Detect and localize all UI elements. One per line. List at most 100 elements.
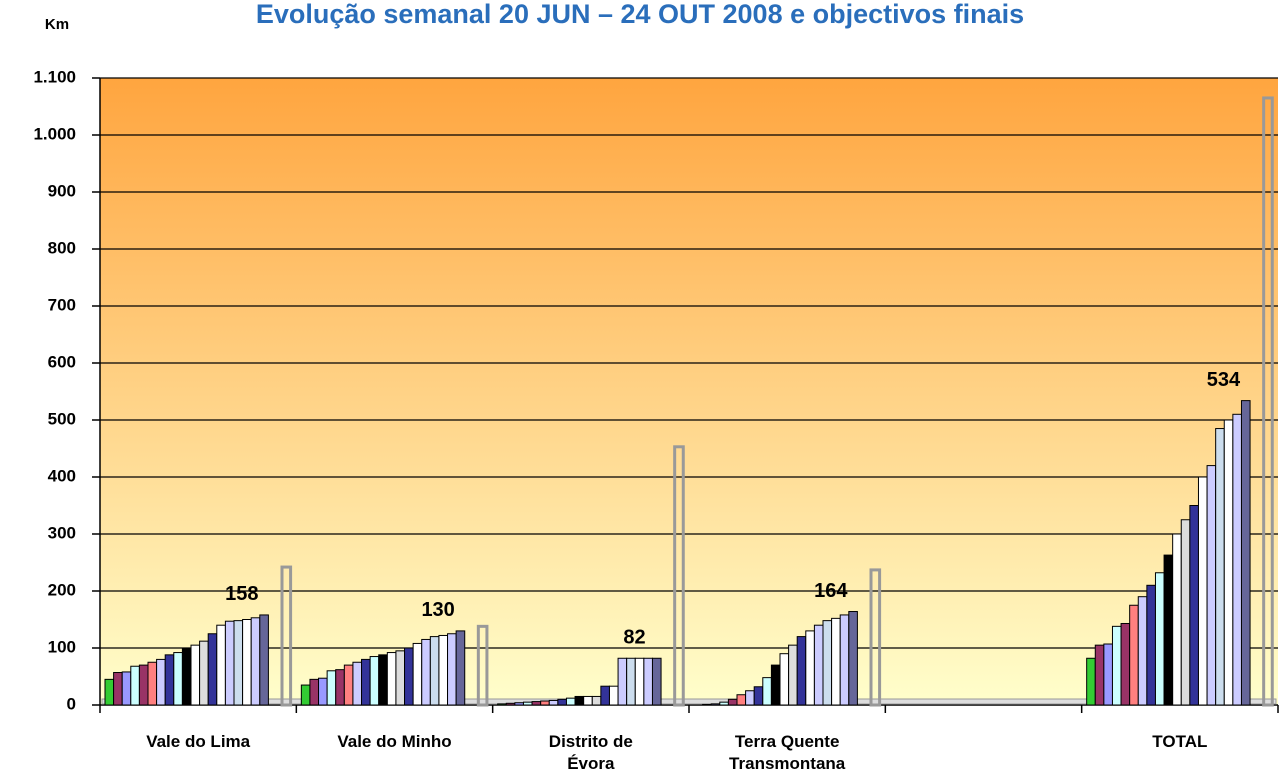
- bar: [250, 617, 261, 706]
- bar: [130, 665, 140, 706]
- bar: [343, 664, 354, 706]
- bar: [565, 697, 576, 706]
- bar: [600, 685, 610, 706]
- y-tick-label: 200: [48, 580, 76, 599]
- bar: [497, 703, 507, 706]
- bar: [181, 647, 192, 706]
- bar: [736, 694, 747, 706]
- bar: [207, 633, 218, 706]
- bar: [839, 614, 850, 706]
- bar: [651, 657, 662, 706]
- bar: [335, 669, 345, 706]
- x-tick-label: Terra Quente Transmontana: [729, 732, 846, 773]
- bar: [1232, 413, 1242, 706]
- bar: [1094, 644, 1105, 706]
- bar: [352, 661, 363, 706]
- bar: [540, 700, 550, 706]
- bar: [557, 698, 567, 706]
- bar: [1197, 476, 1208, 706]
- chart-title: Evolução semanal 20 JUN – 24 OUT 2008 e …: [256, 0, 1024, 29]
- bar: [1103, 643, 1113, 706]
- y-tick-label: 0: [67, 694, 76, 713]
- bar: [1240, 400, 1251, 706]
- bar: [617, 657, 628, 706]
- bar: [233, 620, 244, 706]
- bar: [1129, 604, 1139, 706]
- bar: [429, 636, 440, 706]
- y-tick-label: 700: [48, 295, 76, 314]
- bar: [309, 678, 320, 706]
- bar: [1215, 428, 1225, 706]
- x-tick-label: Distrito de Évora: [548, 732, 633, 773]
- bar: [643, 657, 653, 706]
- bar: [531, 701, 542, 706]
- data-label: 164: [814, 580, 848, 602]
- bar: [199, 640, 209, 706]
- bar: [147, 661, 158, 706]
- bar: [113, 672, 123, 706]
- bar: [710, 703, 721, 706]
- bar: [1189, 505, 1199, 706]
- bar: [1163, 554, 1174, 706]
- bar: [1111, 625, 1122, 706]
- bar: [1137, 596, 1148, 706]
- bar: [378, 654, 388, 706]
- bar: [548, 699, 559, 706]
- bar: [591, 695, 602, 706]
- bar: [831, 617, 841, 706]
- bar: [173, 652, 183, 706]
- bar: [634, 657, 645, 706]
- bar: [770, 664, 781, 706]
- bar: [727, 698, 738, 706]
- bar: [369, 656, 380, 706]
- bar: [447, 633, 457, 706]
- bar: [224, 620, 235, 706]
- bar: [386, 652, 397, 706]
- x-tick-label: Vale do Lima: [146, 732, 251, 751]
- bar: [421, 638, 431, 706]
- bar: [822, 620, 833, 706]
- bar: [522, 701, 533, 706]
- bar: [1180, 519, 1191, 706]
- bar: [455, 630, 466, 706]
- bar: [608, 685, 619, 706]
- x-tick-label: Vale do Minho: [337, 732, 452, 751]
- bar: [848, 611, 858, 706]
- bar: [326, 670, 337, 706]
- y-tick-label: 800: [48, 238, 76, 257]
- bar: [190, 644, 201, 706]
- objective-bar: [1262, 96, 1274, 707]
- bar: [104, 678, 115, 706]
- plot-area: [100, 78, 1278, 705]
- bar: [788, 644, 798, 706]
- bar: [514, 702, 524, 706]
- bar: [1206, 465, 1217, 706]
- y-tick-label: 100: [48, 637, 76, 656]
- data-label: 82: [623, 627, 645, 649]
- bar: [779, 653, 790, 706]
- bar: [438, 634, 449, 706]
- bar: [318, 677, 328, 706]
- bar: [762, 677, 772, 706]
- y-tick-label: 1.000: [33, 124, 76, 143]
- bar: [1154, 572, 1165, 706]
- bar: [259, 614, 269, 706]
- bar: [1120, 622, 1131, 706]
- bar: [583, 695, 593, 706]
- bar: [745, 690, 755, 706]
- data-label: 158: [225, 583, 258, 605]
- y-tick-label: 600: [48, 352, 76, 371]
- bar: [300, 684, 311, 706]
- bar: [156, 658, 166, 706]
- y-tick-label: 1.100: [33, 67, 76, 86]
- bar: [121, 671, 132, 706]
- bar: [719, 701, 729, 706]
- bar: [412, 642, 423, 706]
- bar: [216, 624, 226, 706]
- bar: [361, 658, 371, 706]
- objective-bar: [869, 568, 882, 707]
- bar: [505, 702, 516, 706]
- objective-bar: [476, 624, 489, 707]
